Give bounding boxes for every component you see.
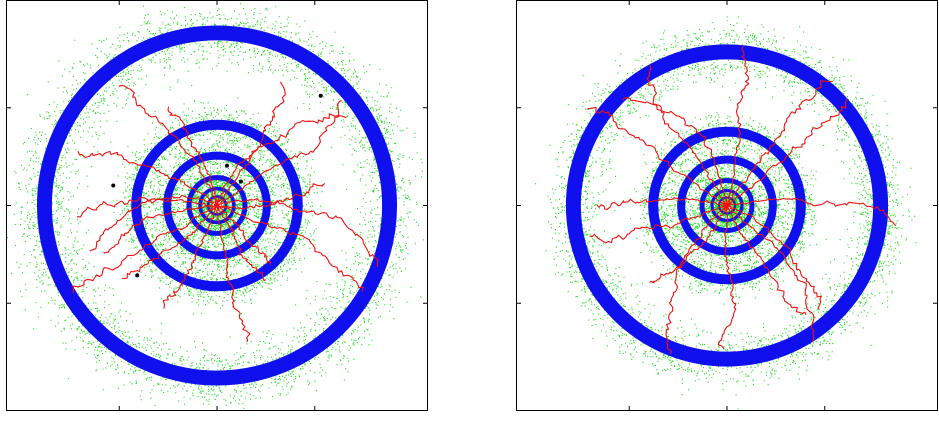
left-hit-2: [111, 183, 116, 188]
event-display-left-plot: [6, 0, 428, 411]
right-track-11: [717, 209, 737, 350]
left-ring-4: [198, 186, 236, 225]
right-ring-0: [565, 44, 889, 367]
left-track-1: [220, 100, 342, 204]
event-display-right-plot: [516, 0, 938, 411]
left-track-5: [118, 84, 217, 202]
right-track-1: [729, 98, 848, 204]
left-ring-2: [163, 151, 271, 260]
right-ring-3: [699, 178, 755, 233]
left-track-7: [89, 194, 214, 252]
left-tracks: [72, 81, 379, 343]
left-vertex-spoke-39: [215, 202, 218, 206]
left-track-13: [216, 209, 251, 343]
right-vertex-spoke-33: [723, 200, 728, 206]
right-track-12: [728, 208, 807, 316]
left-ring-3: [186, 175, 248, 236]
event-display-right: [516, 0, 938, 411]
right-track-8: [589, 206, 724, 244]
right-rings: [565, 44, 889, 367]
left-track-15: [219, 207, 272, 265]
left-track-8: [77, 196, 213, 218]
left-hit-1: [224, 163, 229, 168]
right-track-14: [730, 206, 822, 310]
left-track-14: [218, 208, 267, 281]
right-track-7: [596, 197, 724, 210]
left-rings: [36, 25, 398, 386]
left-vertex: [212, 199, 223, 211]
right-vertex: [721, 199, 732, 212]
left-track-11: [122, 208, 215, 279]
left-track-9: [103, 205, 214, 254]
right-track-3: [727, 45, 750, 203]
left-hit-0: [318, 93, 323, 98]
right-track-2: [728, 80, 833, 203]
left-track-16: [220, 206, 364, 292]
left-hit-4: [238, 179, 243, 184]
event-display-left: [6, 0, 428, 411]
right-track-6: [587, 106, 724, 204]
left-ticks: [6, 0, 428, 411]
right-track-10: [649, 209, 726, 284]
right-track-9: [665, 207, 725, 354]
right-tracks: [587, 45, 897, 354]
right-ticks: [516, 0, 938, 411]
left-track-4: [167, 106, 218, 202]
left-hit-3: [135, 273, 140, 278]
left-track-0: [220, 198, 379, 267]
left-track-6: [77, 150, 215, 204]
right-track-13: [729, 207, 815, 342]
right-track-5: [646, 64, 725, 203]
right-track-0: [730, 197, 897, 226]
left-track-10: [72, 207, 214, 294]
right-ring-2: [677, 155, 777, 256]
left-track-3: [217, 113, 347, 202]
left-ring-1: [131, 119, 303, 292]
right-ring-1: [648, 126, 806, 285]
left-ring-0: [36, 25, 398, 386]
right-ring-4: [710, 188, 744, 223]
left-track-17: [220, 183, 326, 210]
left-track-12: [162, 209, 217, 309]
right-vertex-spoke-39: [724, 205, 728, 209]
